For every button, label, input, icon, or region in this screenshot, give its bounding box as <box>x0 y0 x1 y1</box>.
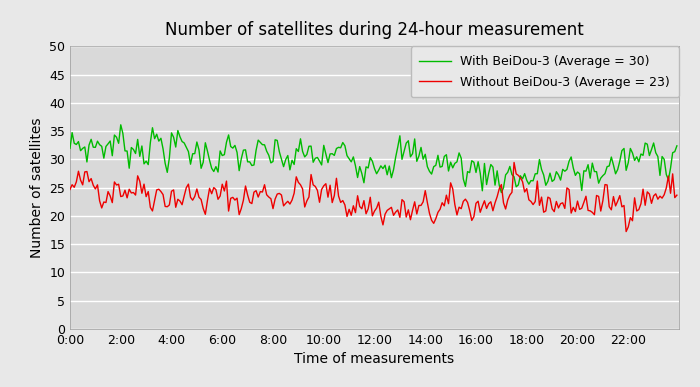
With BeiDou-3 (Average = 30) <box>580 168 588 173</box>
Without BeiDou-3 (Average = 23) <box>603 183 611 187</box>
Y-axis label: Number of satellites: Number of satellites <box>29 117 43 258</box>
With BeiDou-3 (Average = 30) <box>374 168 383 172</box>
With BeiDou-3 (Average = 30) <box>497 190 505 195</box>
Line: With BeiDou-3 (Average = 30): With BeiDou-3 (Average = 30) <box>70 125 677 193</box>
Line: Without BeiDou-3 (Average = 23): Without BeiDou-3 (Average = 23) <box>70 163 677 231</box>
Without BeiDou-3 (Average = 23) <box>673 193 681 197</box>
Without BeiDou-3 (Average = 23) <box>624 224 633 229</box>
Title: Number of satellites during 24-hour measurement: Number of satellites during 24-hour meas… <box>165 21 584 39</box>
Without BeiDou-3 (Average = 23) <box>510 160 518 165</box>
X-axis label: Time of measurements: Time of measurements <box>295 353 454 366</box>
Without BeiDou-3 (Average = 23) <box>119 194 127 198</box>
With BeiDou-3 (Average = 30) <box>121 149 130 153</box>
Without BeiDou-3 (Average = 23) <box>622 229 630 234</box>
Without BeiDou-3 (Average = 23) <box>66 187 74 192</box>
Without BeiDou-3 (Average = 23) <box>578 206 586 211</box>
Without BeiDou-3 (Average = 23) <box>588 210 596 215</box>
With BeiDou-3 (Average = 30) <box>590 169 598 174</box>
Legend: With BeiDou-3 (Average = 30), Without BeiDou-3 (Average = 23): With BeiDou-3 (Average = 30), Without Be… <box>410 46 679 98</box>
With BeiDou-3 (Average = 30) <box>605 164 613 168</box>
With BeiDou-3 (Average = 30) <box>66 146 74 151</box>
Without BeiDou-3 (Average = 23) <box>372 206 381 211</box>
With BeiDou-3 (Average = 30) <box>116 123 125 127</box>
With BeiDou-3 (Average = 30) <box>673 144 681 148</box>
With BeiDou-3 (Average = 30) <box>624 160 633 165</box>
